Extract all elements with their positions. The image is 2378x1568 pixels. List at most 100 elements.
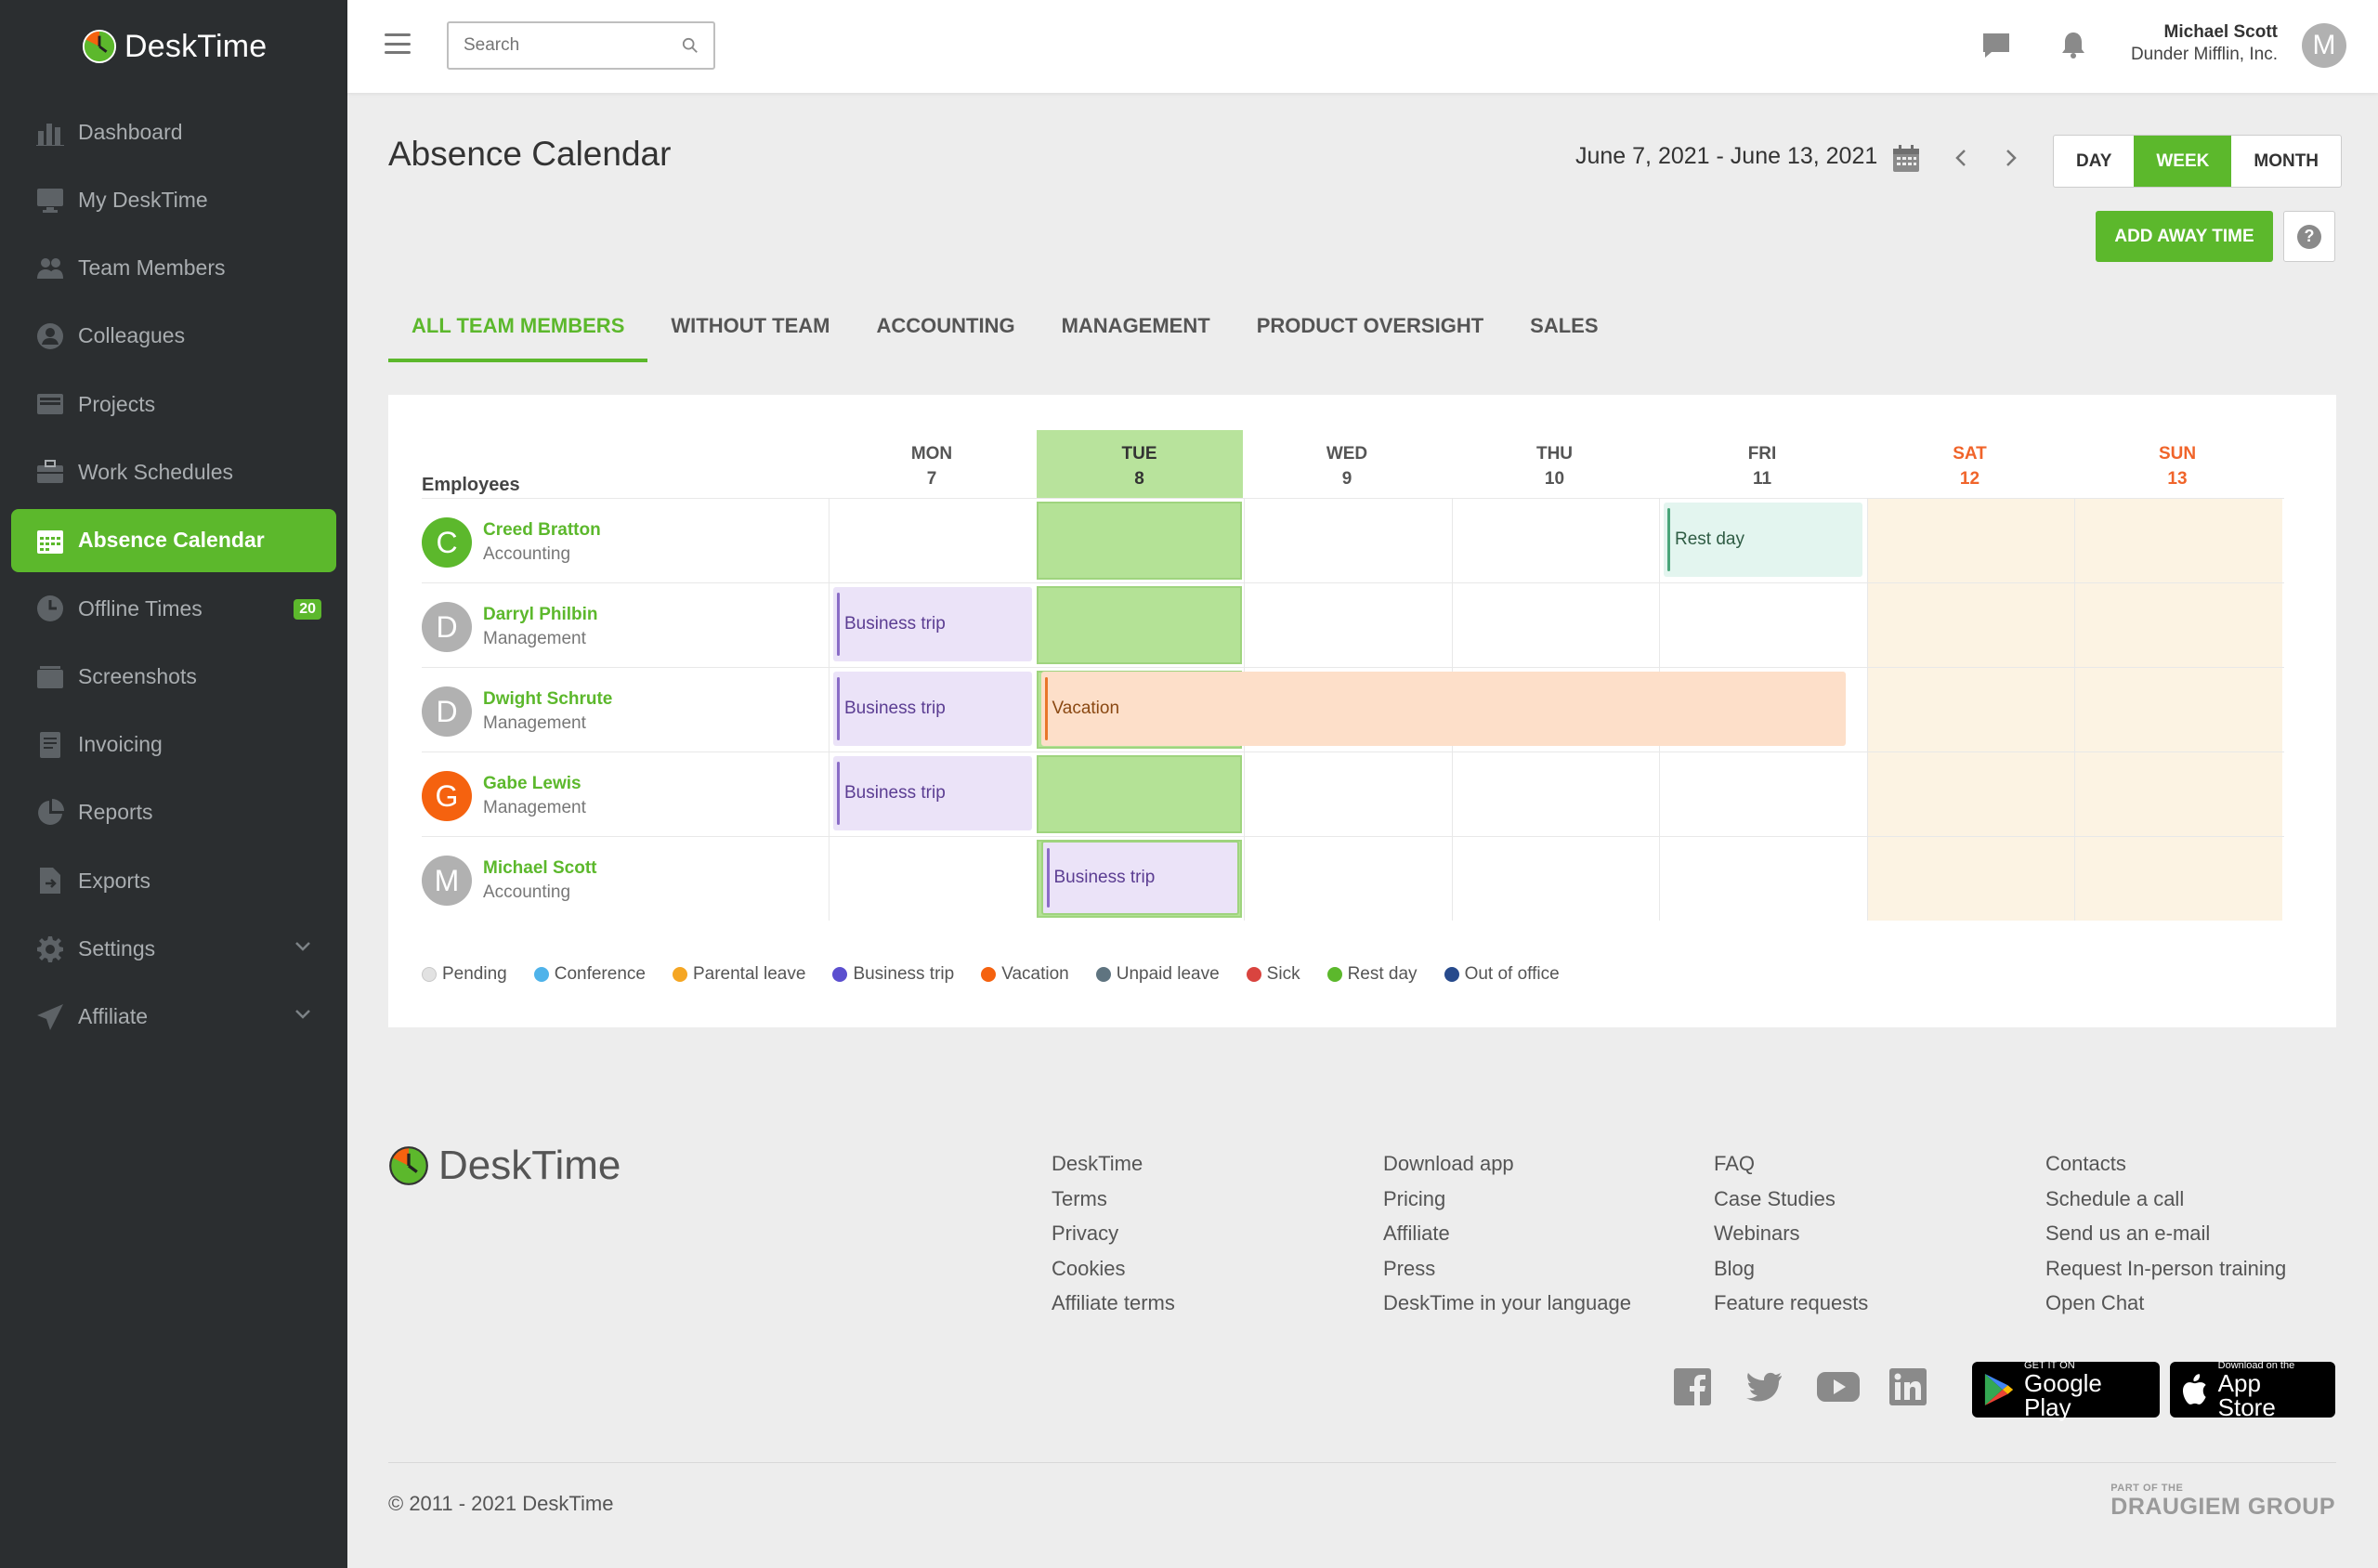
chevron-right-icon[interactable] <box>1999 147 2021 169</box>
sidebar-item-absence-calendar[interactable]: Absence Calendar <box>11 508 336 572</box>
search-icon[interactable] <box>682 37 699 54</box>
footer-link[interactable]: Pricing <box>1383 1186 1446 1210</box>
footer-link[interactable]: Privacy <box>1052 1222 1119 1245</box>
chevron-down-icon[interactable] <box>294 1006 312 1026</box>
day-cell[interactable] <box>1036 502 1242 580</box>
linkedin-icon[interactable] <box>1888 1367 1927 1406</box>
employee[interactable]: C Creed Bratton Accounting <box>422 517 601 568</box>
twitter-icon[interactable] <box>1744 1367 1784 1406</box>
chat-icon[interactable] <box>1980 30 2012 61</box>
tab-all-team-members[interactable]: ALL TEAM MEMBERS <box>388 299 648 362</box>
calendar-picker-icon[interactable] <box>1891 144 1921 174</box>
view-week-button[interactable]: WEEK <box>2134 136 2232 187</box>
day-cell[interactable] <box>1244 837 1452 921</box>
tab-without-team[interactable]: WITHOUT TEAM <box>671 314 830 337</box>
employee-name[interactable]: Gabe Lewis <box>483 774 581 793</box>
sidebar-item-exports[interactable]: Exports <box>11 849 336 912</box>
day-cell[interactable] <box>1244 499 1452 582</box>
employee-name[interactable]: Dwight Schrute <box>483 689 613 709</box>
tab-product-oversight[interactable]: PRODUCT OVERSIGHT <box>1256 314 1484 337</box>
facebook-icon[interactable] <box>1673 1367 1712 1406</box>
footer-logo[interactable]: DeskTime <box>388 1143 621 1189</box>
chevron-down-icon[interactable] <box>294 938 312 958</box>
absence-event[interactable]: Business trip <box>833 672 1032 746</box>
sidebar-item-offline-times[interactable]: Offline Times 20 <box>11 577 336 640</box>
menu-icon[interactable] <box>385 33 411 54</box>
sidebar-item-dashboard[interactable]: Dashboard <box>11 100 336 163</box>
search-box[interactable] <box>447 21 715 70</box>
day-cell[interactable] <box>1866 499 2074 582</box>
day-cell[interactable] <box>1659 752 1867 836</box>
sidebar-item-settings[interactable]: Settings <box>11 918 336 981</box>
day-cell[interactable] <box>1451 837 1660 921</box>
day-cell[interactable] <box>2074 752 2282 836</box>
footer-link[interactable]: Blog <box>1714 1256 1756 1280</box>
footer-link[interactable]: DeskTime in your language <box>1383 1291 1631 1314</box>
sidebar-item-projects[interactable]: Projects <box>11 372 336 436</box>
sidebar-item-invoicing[interactable]: Invoicing <box>11 713 336 777</box>
employee[interactable]: D Darryl Philbin Management <box>422 602 598 652</box>
sidebar-item-my-desktime[interactable]: My DeskTime <box>11 168 336 231</box>
absence-event[interactable]: Business trip <box>833 756 1032 830</box>
day-cell[interactable] <box>1451 499 1660 582</box>
chevron-left-icon[interactable] <box>1951 147 1973 169</box>
employee-name[interactable]: Michael Scott <box>483 858 597 878</box>
day-cell[interactable] <box>2074 668 2282 751</box>
footer-link[interactable]: Press <box>1383 1256 1436 1280</box>
day-cell[interactable] <box>1866 668 2074 751</box>
day-cell[interactable] <box>1659 499 1867 582</box>
sidebar-item-colleagues[interactable]: Colleagues <box>11 305 336 368</box>
footer-link[interactable]: Cookies <box>1052 1256 1126 1280</box>
footer-link[interactable]: Open Chat <box>2045 1291 2145 1314</box>
day-cell[interactable] <box>1036 755 1242 833</box>
day-cell[interactable] <box>1451 752 1660 836</box>
day-cell[interactable] <box>1866 583 2074 667</box>
avatar[interactable]: M <box>2302 23 2346 68</box>
add-away-time-button[interactable]: ADD AWAY TIME <box>2096 211 2273 262</box>
day-cell[interactable] <box>1244 583 1452 667</box>
day-cell[interactable] <box>1244 752 1452 836</box>
day-cell[interactable] <box>829 837 1037 921</box>
sidebar-item-reports[interactable]: Reports <box>11 781 336 844</box>
footer-link[interactable]: Feature requests <box>1714 1291 1869 1314</box>
day-cell[interactable] <box>1866 837 2074 921</box>
day-cell[interactable] <box>1036 586 1242 664</box>
day-cell[interactable] <box>2074 583 2282 667</box>
tab-management[interactable]: MANAGEMENT <box>1061 314 1210 337</box>
absence-event[interactable]: Rest day <box>1664 503 1862 577</box>
day-cell[interactable] <box>1659 837 1867 921</box>
google-play-button[interactable]: GET IT ON Google Play <box>1972 1360 2160 1419</box>
footer-link[interactable]: Request In-person training <box>2045 1256 2287 1280</box>
footer-link[interactable]: Schedule a call <box>2045 1186 2185 1210</box>
logo[interactable]: DeskTime <box>82 26 267 67</box>
day-cell[interactable] <box>829 752 1037 836</box>
footer-link[interactable]: Download app <box>1383 1152 1514 1175</box>
day-cell[interactable] <box>1866 752 2074 836</box>
footer-link[interactable]: Case Studies <box>1714 1186 1836 1210</box>
employee[interactable]: D Dwight Schrute Management <box>422 686 612 737</box>
footer-link[interactable]: Webinars <box>1714 1222 1800 1245</box>
footer-link[interactable]: DeskTime <box>1052 1152 1143 1175</box>
search-input[interactable] <box>464 35 668 56</box>
day-cell[interactable] <box>1659 583 1867 667</box>
day-cell[interactable] <box>1451 583 1660 667</box>
view-day-button[interactable]: DAY <box>2076 150 2112 171</box>
draugiem-group-logo[interactable]: PART OF THE DRAUGIEM GROUP <box>2110 1483 2335 1521</box>
day-cell[interactable] <box>2074 499 2282 582</box>
sidebar-item-screenshots[interactable]: Screenshots <box>11 645 336 708</box>
help-button[interactable]: ? <box>2283 211 2335 262</box>
day-cell[interactable] <box>829 583 1037 667</box>
day-cell[interactable] <box>829 499 1037 582</box>
footer-link[interactable]: Send us an e-mail <box>2045 1222 2211 1245</box>
employee-name[interactable]: Creed Bratton <box>483 520 601 540</box>
absence-event[interactable]: Business trip <box>833 587 1032 661</box>
tab-accounting[interactable]: ACCOUNTING <box>876 314 1015 337</box>
sidebar-item-work-schedules[interactable]: Work Schedules <box>11 440 336 503</box>
sidebar-item-team-members[interactable]: Team Members <box>11 237 336 300</box>
footer-link[interactable]: Contacts <box>2045 1152 2126 1175</box>
day-cell[interactable] <box>2074 837 2282 921</box>
tab-sales[interactable]: SALES <box>1530 314 1599 337</box>
employee-name[interactable]: Darryl Philbin <box>483 605 598 624</box>
footer-link[interactable]: Affiliate terms <box>1052 1291 1175 1314</box>
footer-link[interactable]: Terms <box>1052 1186 1107 1210</box>
